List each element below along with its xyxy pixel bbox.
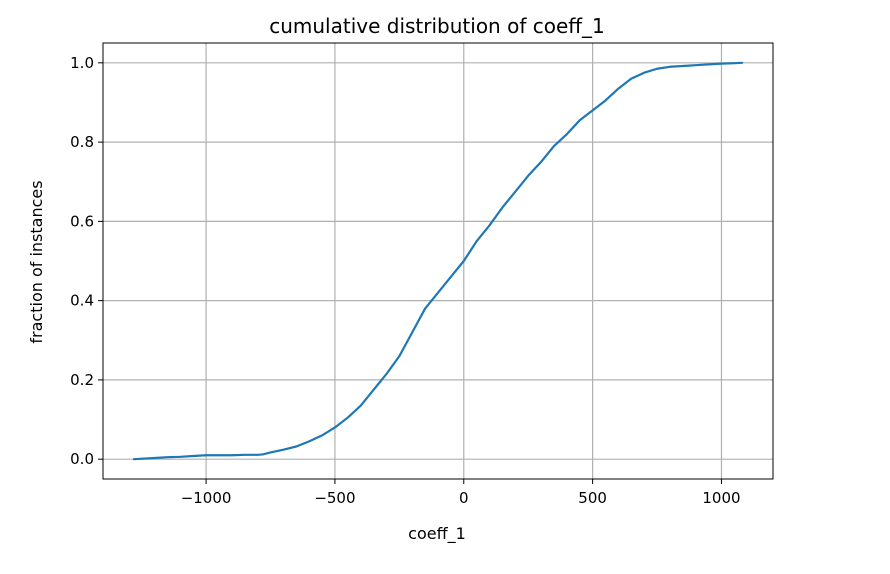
y-tick-label: 0.4: [70, 292, 94, 310]
x-axis-label: coeff_1: [408, 524, 466, 544]
x-tick-label: −500: [314, 489, 355, 507]
x-tick-label: −1000: [181, 489, 232, 507]
plot-data: [132, 61, 744, 461]
chart-title: cumulative distribution of coeff_1: [269, 14, 605, 38]
axes-frame: [102, 42, 774, 480]
y-axis-label: fraction of instances: [27, 180, 46, 343]
y-tick-label: 0.8: [70, 133, 94, 151]
x-tick-label: 0: [459, 489, 469, 507]
y-tick-label: 0.0: [70, 450, 94, 468]
y-tick-label: 0.2: [70, 371, 94, 389]
cdf-line-series-0: [132, 61, 744, 461]
grid: [103, 43, 773, 479]
y-tick-label: 0.6: [70, 212, 94, 230]
x-tick-label: 500: [578, 489, 607, 507]
x-tick-label: 1000: [702, 489, 740, 507]
y-tick-label: 1.0: [70, 54, 94, 72]
ticks: −1000 −500 0 500 1000 0.0 0.2 0.4 0.6 0.8 1.0: [70, 54, 740, 507]
